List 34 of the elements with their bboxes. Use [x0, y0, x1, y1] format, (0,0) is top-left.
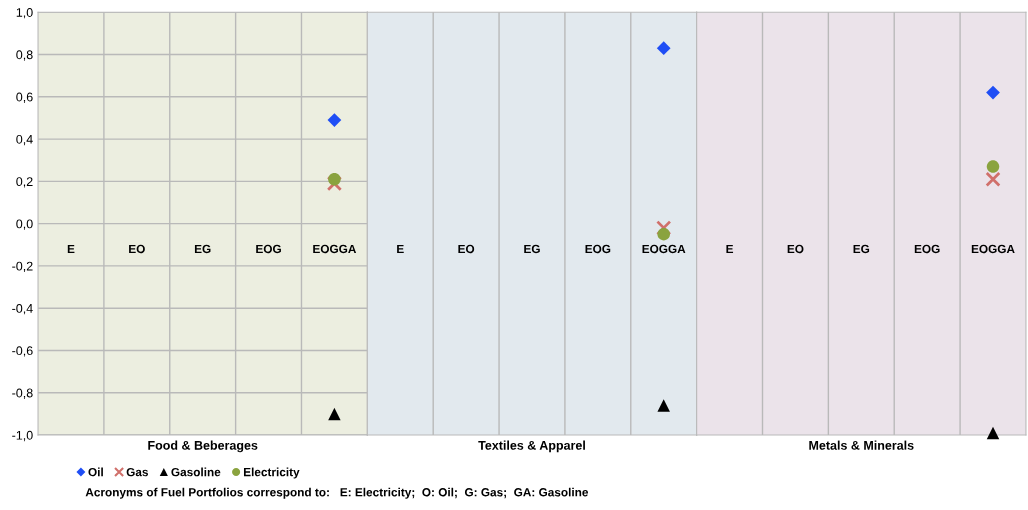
y-tick-label: 1,0: [16, 8, 33, 19]
x-tick-label: EOGGA: [971, 244, 1015, 254]
x-tick-label: EO: [787, 244, 804, 254]
legend-label: Gasoline: [171, 467, 221, 477]
x-tick-label: EOGGA: [642, 244, 686, 254]
y-tick-label: 0,8: [16, 50, 33, 61]
x-tick-label: E: [67, 244, 75, 254]
y-tick-label: -0,6: [12, 346, 33, 357]
y-tick-label: 0,6: [16, 92, 33, 103]
y-tick-label: -0,4: [12, 303, 33, 315]
x-tick-label: EOG: [256, 244, 281, 254]
x-tick-label: E: [726, 244, 734, 254]
x-axis-title: Food & Beberages: [148, 440, 258, 453]
text: Acronyms of Fuel Portfolios correspond to: E: Electricity; O: Oil; G: Gas; GA: Gasoline: [85, 487, 589, 499]
x-tick-label: EOG: [914, 244, 940, 254]
y-tick-label: 0,0: [16, 219, 33, 230]
x-tick-label: EOGGA: [313, 244, 357, 254]
x-tick-label: EG: [194, 244, 211, 254]
legend-label: Electricity: [243, 467, 300, 479]
x-axis-title: Metals & Minerals: [809, 440, 914, 450]
legend-label: Oil: [88, 467, 103, 477]
x-tick-label: EG: [524, 244, 540, 254]
x-tick-label: EO: [458, 244, 475, 254]
legend-label: Gas: [126, 467, 148, 477]
y-tick-label: -0,2: [12, 261, 33, 273]
y-tick-label: 0,2: [16, 177, 33, 188]
y-tick-label: -0,8: [12, 388, 33, 399]
x-tick-label: EO: [129, 244, 145, 254]
y-tick-label: -1,0: [12, 430, 33, 442]
x-tick-label: EOG: [585, 244, 611, 254]
x-tick-label: EG: [853, 244, 870, 254]
y-tick-label: 0,4: [16, 134, 33, 146]
x-axis-title: Textiles & Apparel: [478, 440, 585, 453]
x-tick-label: E: [397, 244, 404, 254]
